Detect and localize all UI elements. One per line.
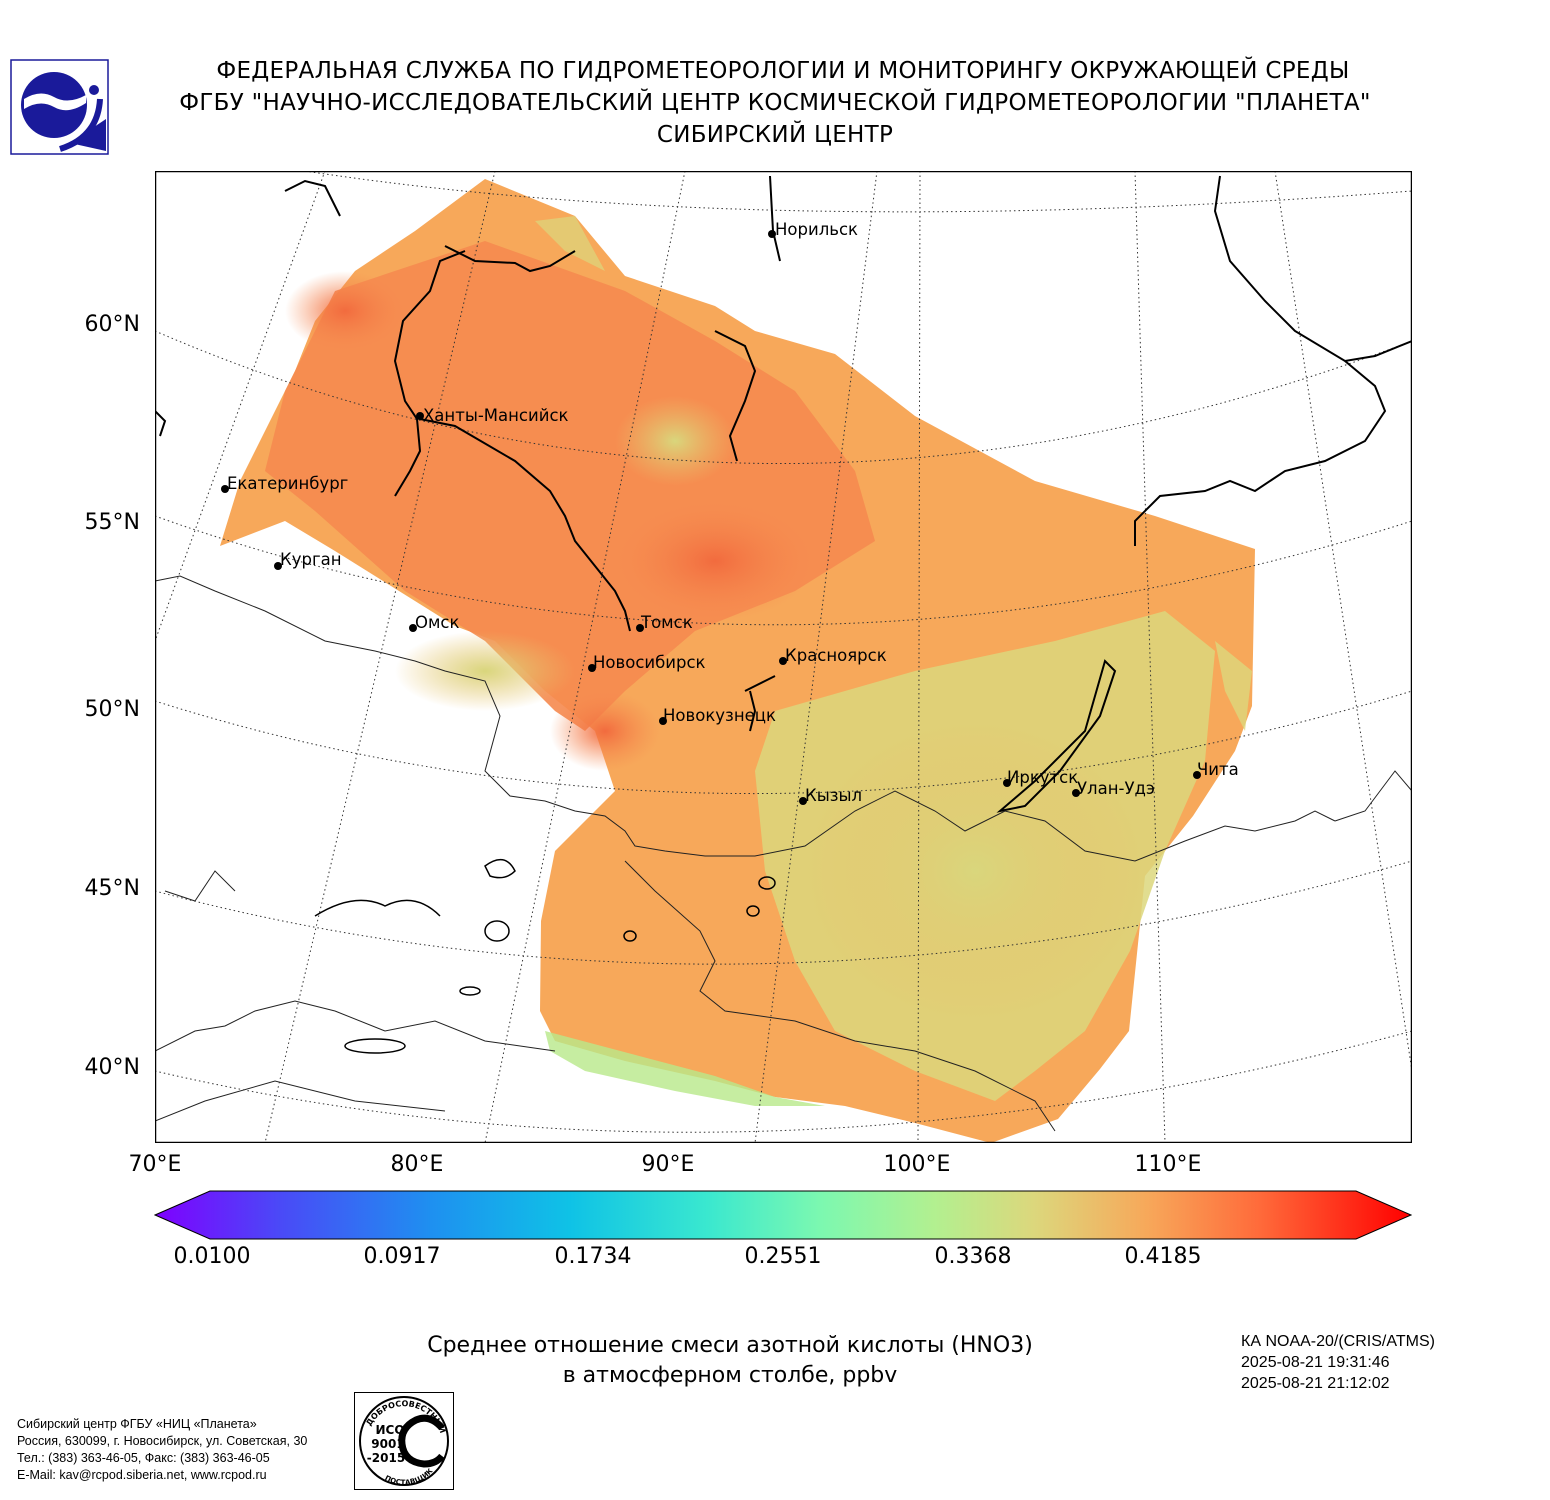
caption-line-1: Среднее отношение смеси азотной кислоты … — [427, 1333, 1033, 1358]
org-line-4: E-Mail: kav@rcpod.siberia.net, www.rcpod… — [17, 1468, 267, 1482]
city-label-norilsk: Норильск — [775, 220, 858, 239]
city-label-kyzyl: Кызыл — [805, 786, 862, 805]
org-line-3: Тел.: (383) 363-46-05, Факс: (383) 363-4… — [17, 1451, 270, 1465]
city-dot-nkz — [659, 717, 667, 725]
city-dot-norilsk — [768, 230, 776, 238]
iso-stamp-number: 9001 — [371, 1437, 404, 1451]
city-label-ud: Улан-Удэ — [1077, 779, 1155, 798]
lat-label-55: 55°N — [84, 510, 140, 535]
lat-label-45: 45°N — [84, 876, 140, 901]
city-dot-irk — [1003, 779, 1011, 787]
header-line-2: ФГБУ "НАУЧНО-ИССЛЕДОВАТЕЛЬСКИЙ ЦЕНТР КОС… — [179, 90, 1371, 116]
city-markers: Норильск Ханты-Мансийск Екатеринбург Кур… — [221, 220, 1239, 805]
city-label-ekb: Екатеринбург — [227, 474, 348, 493]
lon-label-100: 100°E — [883, 1152, 951, 1177]
lat-label-60: 60°N — [84, 312, 140, 337]
city-dot-nsk — [588, 664, 596, 672]
header-line-3: СИБИРСКИЙ ЦЕНТР — [656, 122, 894, 148]
lon-label-110: 110°E — [1134, 1152, 1202, 1177]
city-label-nsk: Новосибирск — [593, 653, 706, 672]
satellite-name: КА NOAA-20/(CRIS/ATMS) — [1241, 1333, 1435, 1350]
lat-label-40: 40°N — [84, 1055, 140, 1080]
colorbar — [154, 1190, 1412, 1240]
lon-label-80: 80°E — [390, 1152, 444, 1177]
satellite-start-time: 2025-08-21 19:31:46 — [1241, 1354, 1390, 1371]
city-dot-kyzyl — [799, 797, 807, 805]
colorbar-tick-3: 0.1734 — [554, 1244, 632, 1269]
map-panel: Норильск Ханты-Мансийск Екатеринбург Кур… — [155, 171, 1412, 1143]
colorbar-tick-5: 0.3368 — [934, 1244, 1012, 1269]
city-label-krsk: Красноярск — [785, 646, 887, 665]
city-dot-krsk — [779, 657, 787, 665]
planeta-logo-icon — [10, 59, 109, 155]
caption-line-2: в атмосферном столбе, ppbv — [562, 1363, 898, 1388]
header-line-1: ФЕДЕРАЛЬНАЯ СЛУЖБА ПО ГИДРОМЕТЕОРОЛОГИИ … — [216, 58, 1350, 84]
colorbar-tick-6: 0.4185 — [1124, 1244, 1202, 1269]
city-dot-chita — [1193, 771, 1201, 779]
org-line-2: Россия, 630099, г. Новосибирск, ул. Сове… — [17, 1434, 308, 1448]
city-label-omsk: Омск — [415, 613, 460, 632]
iso-stamp-iso: ИСО — [375, 1423, 404, 1437]
colorbar-tick-2: 0.0917 — [363, 1244, 441, 1269]
lat-label-50: 50°N — [84, 697, 140, 722]
city-label-nkz: Новокузнецк — [663, 706, 776, 725]
city-label-chita: Чита — [1197, 760, 1239, 779]
iso-stamp-icon: ДОБРОСОВЕСТНЫЙ ПОСТАВЩИК ИСО 9001 -2015 — [354, 1392, 454, 1490]
lon-label-90: 90°E — [641, 1152, 695, 1177]
city-dot-omsk — [409, 624, 417, 632]
lake-baikal — [996, 659, 1117, 813]
org-line-1: Сибирский центр ФГБУ «НИЦ «Планета» — [17, 1417, 257, 1431]
satellite-end-time: 2025-08-21 21:12:02 — [1241, 1375, 1390, 1392]
city-dot-ud — [1072, 789, 1080, 797]
city-dot-kurgan — [274, 562, 282, 570]
city-dot-khanty — [416, 412, 424, 420]
city-dot-ekb — [221, 485, 229, 493]
city-label-tomsk: Томск — [640, 613, 693, 632]
city-dot-tomsk — [636, 624, 644, 632]
iso-stamp-year: -2015 — [367, 1451, 405, 1465]
city-label-irk: Иркутск — [1007, 768, 1078, 787]
city-label-kurgan: Курган — [280, 550, 342, 569]
city-label-khanty: Ханты-Мансийск — [423, 406, 569, 425]
colorbar-tick-4: 0.2551 — [744, 1244, 822, 1269]
colorbar-tick-1: 0.0100 — [173, 1244, 251, 1269]
lon-label-70: 70°E — [128, 1152, 182, 1177]
